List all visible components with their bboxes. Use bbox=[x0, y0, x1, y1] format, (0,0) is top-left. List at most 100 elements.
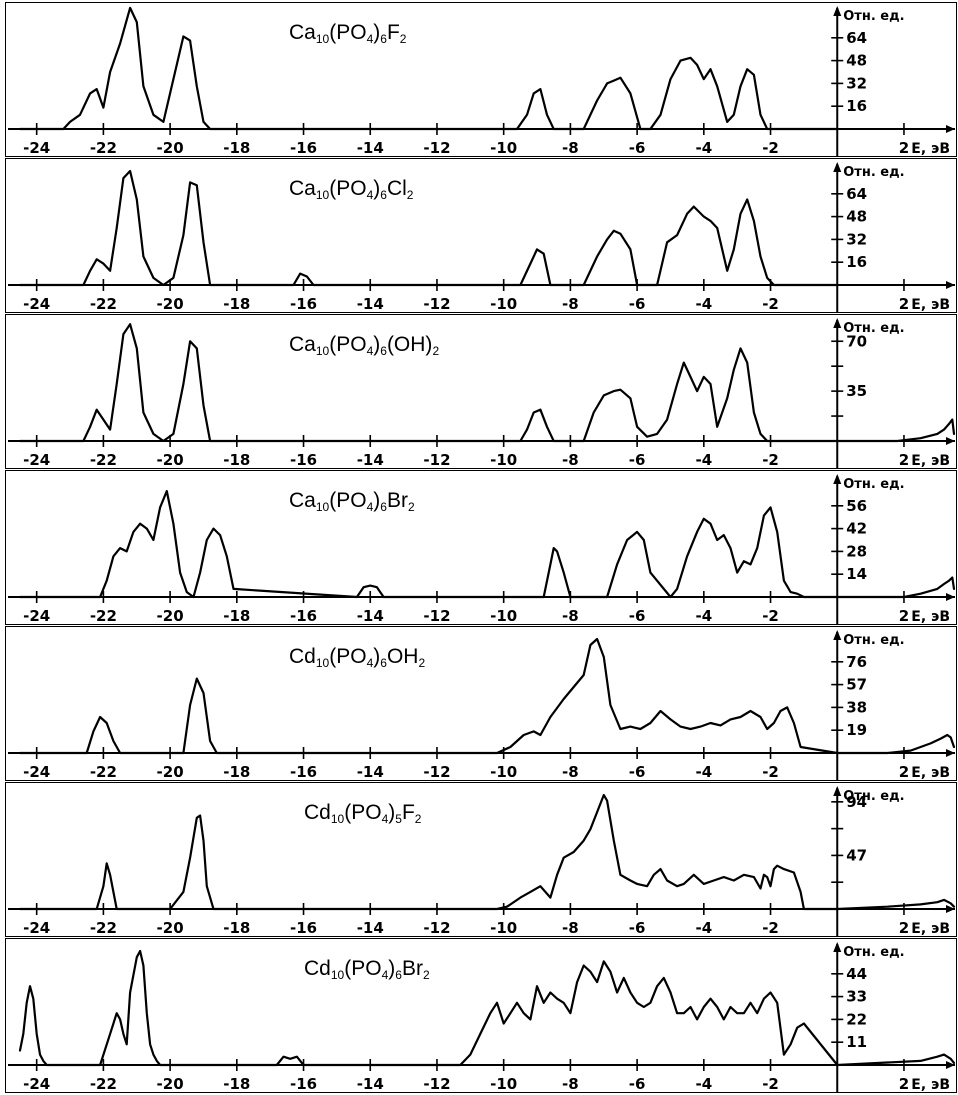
x-tick-label: -2 bbox=[762, 919, 779, 937]
x-tick-label: -24 bbox=[23, 919, 50, 937]
x-axis-arrow bbox=[946, 281, 955, 289]
x-axis-arrow bbox=[946, 437, 955, 445]
y-axis-arrow bbox=[833, 474, 842, 484]
y-tick-label: 56 bbox=[846, 497, 867, 515]
x-unit-label: E, эВ bbox=[911, 141, 950, 157]
formula-part: ) bbox=[373, 489, 381, 512]
formula-part: ) bbox=[373, 177, 381, 200]
y-tick-label: 42 bbox=[846, 520, 867, 538]
formula-part: F bbox=[401, 801, 415, 824]
formula-part: Cd bbox=[289, 645, 316, 668]
x-tick-label: -14 bbox=[357, 763, 384, 781]
x-tick-label: -10 bbox=[490, 1075, 517, 1093]
compound-formula: Ca10(PO4)6F2 bbox=[289, 21, 406, 46]
plot-area: -24 -22 -20 -18 -16 -14 -12 -10 -8 -6 -4 -2 2 E, эВОт… bbox=[8, 474, 956, 625]
y-tick-label: 32 bbox=[846, 230, 867, 248]
x-tick-label: -6 bbox=[629, 139, 646, 157]
formula-subscript: 4 bbox=[366, 500, 374, 514]
y-tick-label: 94 bbox=[846, 793, 867, 811]
x-tick-label: -6 bbox=[629, 295, 646, 313]
x-tick-label: -22 bbox=[90, 451, 117, 469]
x-axis-arrow bbox=[946, 1061, 955, 1069]
spectrum-line bbox=[18, 6, 839, 131]
formula-subscript: 2 bbox=[407, 500, 415, 514]
x-tick-label: -16 bbox=[290, 295, 317, 313]
formula-part: ) bbox=[388, 801, 396, 824]
spectrum-panel-7: -24 -22 -20 -18 -16 -14 -12 -10 -8 -6 -4 -2 2 E, эВ От… bbox=[5, 938, 957, 1093]
x-tick-label: -14 bbox=[357, 1075, 384, 1093]
x-tick-label: -20 bbox=[157, 295, 184, 313]
y-tick-label: 64 bbox=[846, 185, 867, 203]
x-tick-label: 2 bbox=[899, 919, 909, 937]
x-unit-label: E, эВ bbox=[911, 297, 950, 313]
x-tick-label: -20 bbox=[157, 451, 184, 469]
spectrum-line bbox=[18, 793, 956, 911]
formula-subscript: 4 bbox=[366, 32, 374, 46]
x-tick-label: -16 bbox=[290, 763, 317, 781]
x-tick-label: -10 bbox=[490, 607, 517, 625]
y-tick-label: 22 bbox=[846, 1010, 867, 1028]
x-tick-label: -16 bbox=[290, 451, 317, 469]
x-tick-label: 2 bbox=[899, 607, 909, 625]
formula-subscript: 2 bbox=[422, 968, 430, 982]
spectrum-panel-3: -24 -22 -20 -18 -16 -14 -12 -10 -8 -6 -4 -2 2 E, эВ От… bbox=[5, 314, 957, 469]
formula-part: ) bbox=[373, 333, 381, 356]
y-tick-label: 76 bbox=[846, 653, 867, 671]
x-tick-label: 2 bbox=[899, 763, 909, 781]
plot-area: -24 -22 -20 -18 -16 -14 -12 -10 -8 -6 -4 -2 2 E, эВОт… bbox=[8, 318, 956, 469]
formula-part: ) bbox=[388, 957, 396, 980]
x-tick-label: -18 bbox=[223, 1075, 250, 1093]
formula-subscript: 6 bbox=[380, 500, 387, 514]
x-unit-label: E, эВ bbox=[911, 921, 950, 937]
spectrum-line bbox=[18, 169, 839, 287]
formula-subscript: 6 bbox=[380, 32, 387, 46]
x-tick-label: -24 bbox=[23, 607, 50, 625]
formula-subscript: 10 bbox=[315, 500, 330, 514]
y-tick-label: 44 bbox=[846, 965, 867, 983]
x-tick-label: -14 bbox=[357, 295, 384, 313]
x-tick-label: -8 bbox=[562, 1075, 579, 1093]
x-tick-label: -20 bbox=[157, 1075, 184, 1093]
x-tick-label: -4 bbox=[695, 295, 712, 313]
x-tick-label: -12 bbox=[423, 919, 450, 937]
x-tick-label: -20 bbox=[157, 607, 184, 625]
compound-formula: Cd10(PO4)6Br2 bbox=[304, 957, 430, 982]
x-axis-arrow bbox=[946, 749, 955, 757]
formula-part: OH bbox=[386, 645, 419, 668]
formula-subscript: 10 bbox=[315, 344, 330, 358]
plot-area: -24 -22 -20 -18 -16 -14 -12 -10 -8 -6 -4 -2 2 E, эВОт… bbox=[8, 942, 956, 1093]
x-tick-label: -16 bbox=[290, 139, 317, 157]
formula-part: (PO bbox=[329, 333, 367, 356]
formula-subscript: 4 bbox=[381, 812, 389, 826]
x-tick-label: -10 bbox=[490, 295, 517, 313]
x-tick-label: -24 bbox=[23, 1075, 50, 1093]
x-tick-label: -24 bbox=[23, 451, 50, 469]
formula-subscript: 10 bbox=[330, 968, 345, 982]
formula-subscript: 10 bbox=[315, 188, 330, 202]
x-tick-label: -2 bbox=[762, 139, 779, 157]
y-tick-label: 32 bbox=[846, 74, 867, 92]
formula-subscript: 6 bbox=[380, 344, 387, 358]
x-tick-label: -14 bbox=[357, 919, 384, 937]
x-tick-label: -6 bbox=[629, 763, 646, 781]
y-unit-label: Отн. ед. bbox=[843, 165, 904, 180]
x-tick-label: -4 bbox=[695, 607, 712, 625]
x-tick-label: -12 bbox=[423, 139, 450, 157]
x-tick-label: -4 bbox=[695, 1075, 712, 1093]
formula-part: Cl bbox=[386, 177, 407, 200]
y-tick-label: 16 bbox=[846, 253, 867, 271]
spectrum-line bbox=[18, 949, 956, 1067]
compound-formula: Cd10(PO4)5F2 bbox=[304, 801, 421, 826]
spectrum-line bbox=[18, 637, 956, 755]
formula-part: (PO bbox=[329, 645, 367, 668]
x-tick-label: -12 bbox=[423, 607, 450, 625]
x-tick-label: -2 bbox=[762, 1075, 779, 1093]
formula-part: (PO bbox=[329, 177, 367, 200]
formula-subscript: 2 bbox=[399, 32, 407, 46]
x-tick-label: -24 bbox=[23, 139, 50, 157]
x-tick-label: -18 bbox=[223, 295, 250, 313]
x-tick-label: -10 bbox=[490, 919, 517, 937]
x-tick-label: -4 bbox=[695, 139, 712, 157]
x-unit-label: E, эВ bbox=[911, 1077, 950, 1093]
spectrum-line bbox=[18, 323, 956, 443]
